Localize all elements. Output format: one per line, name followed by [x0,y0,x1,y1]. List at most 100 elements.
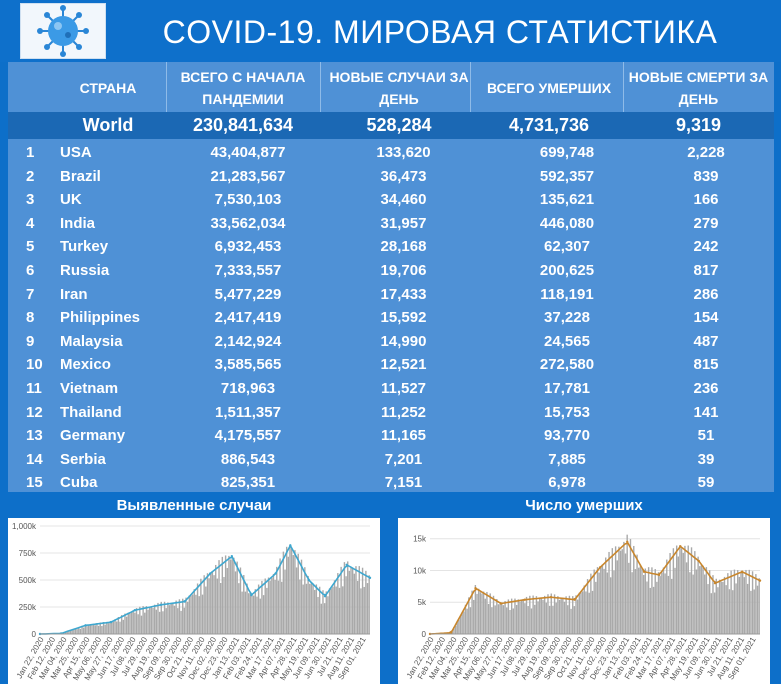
deaths-daily-bar [651,567,653,634]
deaths-daily-bar [704,574,706,634]
cases-daily-bar [210,573,212,634]
cases-daily-bar [216,578,219,634]
deaths-daily-bar [512,608,515,634]
deaths-daily-bar [595,581,597,634]
cases-daily-bar [191,594,194,634]
row-country: Germany [60,427,126,445]
deaths-daily-bar [659,576,661,634]
cases-daily-bar [111,621,113,634]
cases-y-tick-label: 250k [19,603,37,612]
cases-daily-bar [64,632,67,634]
cases-daily-bar [130,612,133,634]
cases-daily-bar [180,610,182,634]
table-row: 11 Vietnam 718,963 11,527 17,781 236 [8,377,774,401]
cases-chart: 0 250k 500k 750k 1,000k Jan 22, 2020 Feb 12, 2… [8,518,380,684]
deaths-daily-bar [481,593,483,634]
cases-data-point [274,572,277,575]
deaths-daily-bar [567,605,569,634]
cases-data-point [289,544,292,547]
cases-daily-bar [314,589,316,634]
deaths-daily-bar [702,565,704,634]
cases-daily-bar [318,586,321,634]
row-new-cases: 7,151 [384,474,423,492]
deaths-daily-bar [756,585,759,634]
cases-daily-bar [281,581,283,634]
deaths-daily-bar [600,566,602,634]
column-divider [166,62,167,114]
cases-daily-bar [132,610,134,634]
cases-daily-bar [177,608,179,634]
deaths-daily-bar [509,610,511,634]
deaths-daily-bar [591,590,594,634]
deaths-data-point [626,540,629,544]
deaths-daily-bar [558,599,561,634]
cases-daily-bar [173,605,176,634]
deaths-daily-bar [649,587,651,634]
cases-daily-bar [200,578,202,634]
world-total: 230,841,634 [192,115,294,135]
table-row: 6 Russia 7,333,557 19,706 200,625 817 [8,259,774,283]
row-new-cases: 12,521 [380,356,427,374]
cases-daily-bar [135,608,138,634]
deaths-daily-bar [674,567,676,634]
deaths-daily-bar [578,592,581,634]
deaths-daily-bar [575,595,577,634]
deaths-daily-bar [514,598,516,634]
deaths-daily-bar [570,608,572,634]
deaths-daily-bar [654,569,656,634]
cases-daily-bar [163,601,166,634]
cases-daily-bar [122,619,125,634]
cases-daily-bar [167,602,169,634]
column-header-country: СТРАНА [79,80,137,96]
row-total-deaths: 118,191 [540,285,594,303]
cases-daily-bar [257,584,260,634]
deaths-daily-bar [672,548,675,634]
cases-daily-bar [284,569,286,634]
deaths-daily-bar [723,576,726,634]
cases-daily-bar [162,611,164,634]
deaths-daily-bar [613,570,615,634]
page-title: COVID-19. МИРОВАЯ СТАТИСТИКА [162,14,718,50]
deaths-daily-bar [713,592,716,634]
cases-daily-bar [165,608,167,634]
deaths-daily-bar [543,595,546,634]
cases-daily-bar [175,600,177,634]
cases-daily-bar [340,566,342,634]
column-header-deaths: ВСЕГО УМЕРШИХ [486,80,612,96]
cases-daily-bar [249,592,252,634]
row-new-deaths: 2,228 [687,144,725,161]
deaths-daily-bar [527,606,529,634]
table-row: 12 Thailand 1,511,357 11,252 15,753 141 [8,401,774,425]
deaths-y-tick-label: 15k [413,535,427,544]
row-total-deaths: 7,885 [548,450,586,468]
deaths-daily-bar [590,573,592,634]
deaths-daily-bar [464,604,467,634]
deaths-daily-bar [463,611,465,634]
cases-daily-bar [102,622,105,634]
row-new-cases: 28,168 [380,238,427,256]
row-rank: 6 [26,262,35,279]
table-row: 15 Cuba 825,351 7,151 6,978 59 [8,471,774,495]
row-new-cases: 19,706 [380,262,427,279]
cases-daily-bar [272,573,275,634]
cases-daily-bar [305,583,308,634]
row-new-cases: 11,252 [380,403,427,421]
deaths-daily-bar [611,548,614,634]
deaths-daily-bar [618,546,620,634]
deaths-daily-bar [679,545,681,634]
cases-daily-bar [351,567,354,634]
cases-daily-bar [91,624,93,634]
virus-icon [20,3,106,59]
cases-daily-bar [277,580,280,634]
cases-daily-bar [248,593,250,634]
cases-daily-bar [229,559,232,634]
cases-daily-bar [139,606,141,634]
cases-daily-bar [185,597,187,634]
cases-daily-bar [356,580,359,634]
row-rank: 14 [26,450,43,468]
row-new-deaths: 39 [697,450,715,468]
deaths-daily-bar [684,545,686,634]
cases-daily-bar [312,583,314,634]
deaths-daily-bar [519,601,521,634]
row-new-cases: 7,201 [384,450,423,468]
